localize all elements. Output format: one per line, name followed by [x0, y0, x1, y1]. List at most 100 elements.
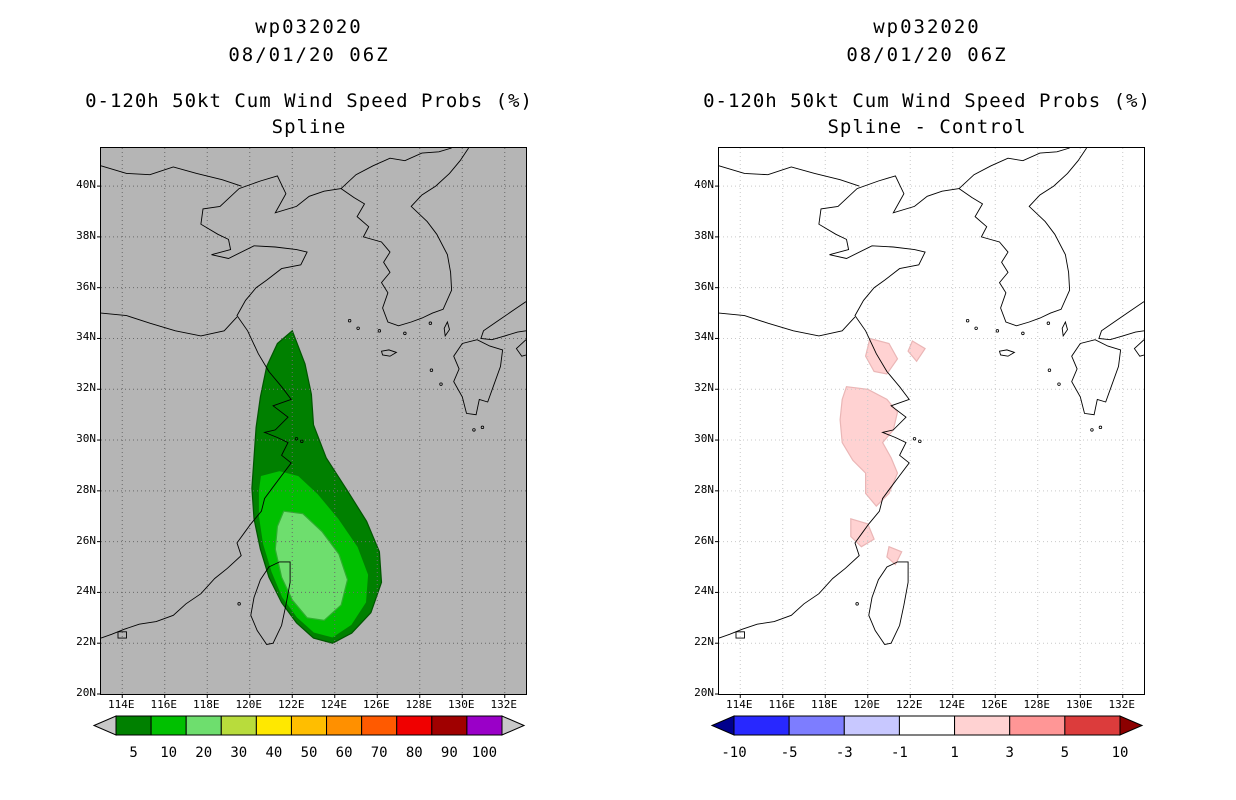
lon-tick-label: 128E: [405, 698, 433, 711]
islet-mark: [855, 602, 859, 606]
panel-subtitle: Spline: [271, 116, 347, 138]
lon-tick-label: 122E: [278, 698, 305, 711]
colorbar-label: 40: [265, 745, 282, 761]
colorbar-cell: [290, 715, 328, 736]
lat-tick-label: 34N: [76, 330, 96, 344]
lat-tick-label: 22N: [76, 635, 96, 649]
islet-mark: [439, 382, 443, 386]
lat-tick-label: 32N: [694, 381, 714, 395]
island-outline: [998, 349, 1016, 357]
panel-spline-minus-control: wp032020 08/01/20 06Z 0-120h 50kt Cum Wi…: [618, 0, 1236, 800]
islet-mark: [300, 439, 304, 444]
colorbar-label: 80: [406, 745, 423, 761]
islet-mark: [965, 318, 970, 323]
colorbar-cell: [255, 715, 292, 736]
colorbar-cell: [843, 715, 900, 736]
colorbar-label: -10: [721, 745, 746, 761]
lat-tick-label: 24N: [76, 584, 96, 598]
lon-tick-label: 116E: [768, 698, 796, 711]
colorbar-cell: [898, 715, 956, 736]
panel-title: 0-120h 50kt Cum Wind Speed Probs (%): [703, 90, 1151, 112]
colorbar-cell: [1009, 715, 1066, 736]
colorbar-cell: [431, 715, 468, 736]
colorbar-arrow-right: [501, 715, 526, 736]
colorbar-label: 30: [230, 745, 247, 761]
coastline: [515, 339, 527, 357]
islet-mark: [1046, 321, 1051, 325]
lat-tick-label: 36N: [76, 279, 96, 293]
colorbar-cell: [361, 715, 398, 736]
islet-mark: [1047, 368, 1052, 372]
colorbar-spline: 5 10 20 30 40 50 60 70 80 90 100: [92, 715, 526, 761]
coastline: [340, 147, 452, 189]
prob-region-level-1: [886, 545, 903, 566]
islet-mark: [294, 437, 299, 441]
islet-mark: [237, 602, 241, 606]
islet-mark: [995, 329, 1000, 333]
lon-tick-label: 120E: [853, 698, 881, 711]
islet-mark: [1057, 382, 1061, 386]
lat-tick-label: 30N: [694, 432, 714, 446]
colorbar-difference: -10 -5 -3 -1 1 3 5 10: [710, 715, 1144, 761]
colorbar-label: 10: [1112, 745, 1129, 761]
islet-mark: [974, 326, 978, 331]
colorbar-cell: [1064, 715, 1121, 736]
colorbar-label: 50: [301, 745, 318, 761]
coastline: [958, 147, 1070, 189]
map-canvas-difference: [715, 147, 1145, 698]
colorbar-cell: [954, 715, 1011, 736]
islet-mark: [912, 437, 917, 441]
colorbar-label: 20: [195, 745, 212, 761]
colorbar-label: -3: [836, 745, 853, 761]
lon-tick-label: 120E: [235, 698, 263, 711]
islet-mark: [429, 368, 434, 372]
coastline: [340, 147, 469, 327]
islet-mark: [403, 331, 407, 336]
colorbar-label: 60: [336, 745, 353, 761]
coastline: [718, 175, 960, 639]
lat-tick-label: 20N: [694, 686, 714, 699]
colorbar-cell: [150, 715, 187, 736]
island-outline: [117, 631, 127, 639]
island-outline: [735, 631, 745, 639]
colorbar-label: 5: [1061, 745, 1069, 761]
coastline: [100, 312, 238, 337]
lon-tick-label: 128E: [1023, 698, 1051, 711]
colorbar-arrow-right: [1119, 715, 1144, 736]
islet-mark: [356, 326, 360, 331]
lat-tick-label: 20N: [76, 686, 96, 699]
prob-region-level-1: [839, 386, 899, 507]
colorbar-cell: [396, 715, 433, 736]
island-outline: [443, 320, 450, 338]
island-outline: [868, 561, 909, 646]
coastline: [480, 301, 527, 341]
init-datetime: 08/01/20 06Z: [228, 44, 390, 66]
lat-tick-label: 28N: [694, 482, 714, 496]
colorbar-label: 1: [950, 745, 958, 761]
island-outline: [380, 349, 398, 357]
lat-tick-label: 36N: [694, 279, 714, 293]
lon-tick-label: 132E: [1108, 698, 1136, 711]
islet-mark: [480, 425, 485, 430]
colorbar-arrow-left: [710, 715, 735, 736]
panel-subtitle: Spline - Control: [827, 116, 1027, 138]
storm-id: wp032020: [873, 16, 981, 38]
islet-mark: [1021, 331, 1025, 336]
panel-spline: wp032020 08/01/20 06Z 0-120h 50kt Cum Wi…: [76, 16, 533, 761]
panel-title: 0-120h 50kt Cum Wind Speed Probs (%): [85, 90, 533, 112]
colorbar-cell: [733, 715, 790, 736]
lat-tick-label: 40N: [694, 178, 714, 192]
lat-tick-label: 28N: [76, 482, 96, 496]
lat-tick-label: 40N: [76, 178, 96, 192]
colorbar-label: 5: [129, 745, 137, 761]
prob-region-level-1: [864, 337, 899, 375]
map-spline: [97, 147, 527, 698]
colorbar-label: 10: [160, 745, 177, 761]
islet-mark: [472, 428, 476, 432]
island-outline: [1071, 339, 1122, 416]
lon-tick-label: 124E: [938, 698, 966, 711]
islet-mark: [1090, 428, 1094, 432]
lat-tick-label: 30N: [76, 432, 96, 446]
colorbar-cell: [788, 715, 845, 736]
coastline: [1133, 339, 1145, 357]
